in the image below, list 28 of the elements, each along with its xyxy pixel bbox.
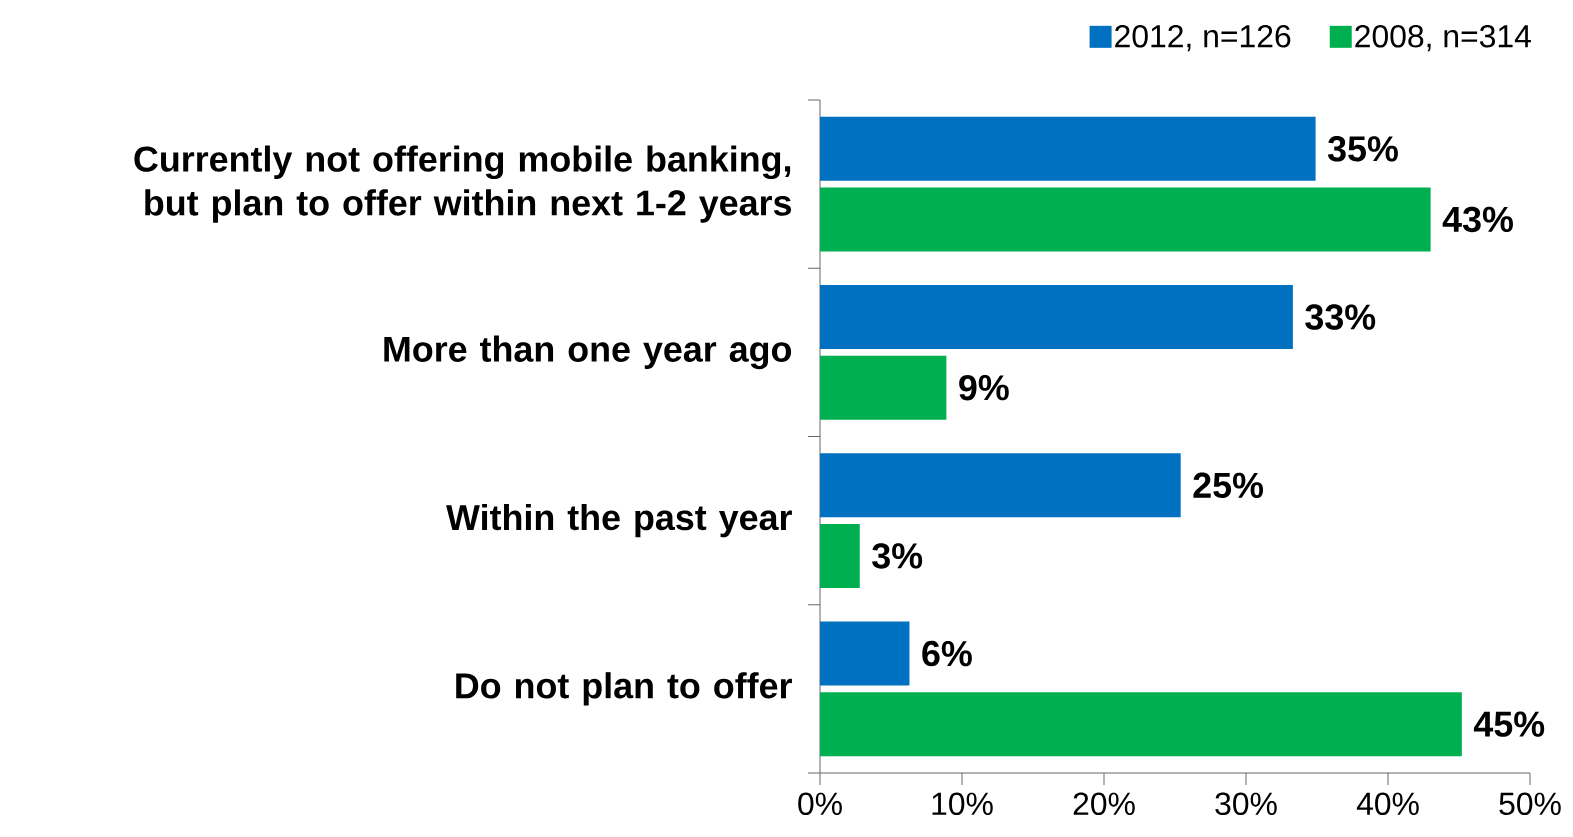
y-tick-label: More than one year ago xyxy=(384,335,792,370)
legend-label: 2012, n=126 xyxy=(1115,24,1291,52)
y-tick-label: Within the past year xyxy=(446,503,792,538)
data-label: 35% xyxy=(1327,136,1398,162)
y-tick-label: Do not plan to offer xyxy=(456,672,792,706)
bar xyxy=(820,285,1293,350)
x-tick-label: 0% xyxy=(798,792,842,816)
data-label: 6% xyxy=(922,640,972,667)
data-label: 25% xyxy=(1193,472,1264,498)
x-tick-label: 10% xyxy=(932,792,993,816)
bar xyxy=(820,524,860,588)
data-label: 9% xyxy=(959,375,1009,401)
bar xyxy=(820,692,1462,757)
x-tick-label: 40% xyxy=(1356,792,1419,816)
bar xyxy=(820,621,910,686)
y-tick-label: Currently not offering mobile banking, but plan to offer within next 1-2 years xyxy=(134,145,791,223)
legend-label: 2008, n=314 xyxy=(1355,24,1531,52)
bar xyxy=(820,355,947,420)
x-tick-label: 20% xyxy=(1073,792,1135,816)
bar xyxy=(820,453,1181,518)
bar xyxy=(820,187,1431,252)
bar xyxy=(820,116,1316,181)
data-label: 45% xyxy=(1473,711,1545,737)
data-label: 43% xyxy=(1442,206,1513,233)
x-tick-label: 50% xyxy=(1499,792,1561,816)
data-label: 3% xyxy=(872,543,923,569)
data-label: 33% xyxy=(1305,304,1376,330)
x-tick-label: 30% xyxy=(1215,792,1277,816)
